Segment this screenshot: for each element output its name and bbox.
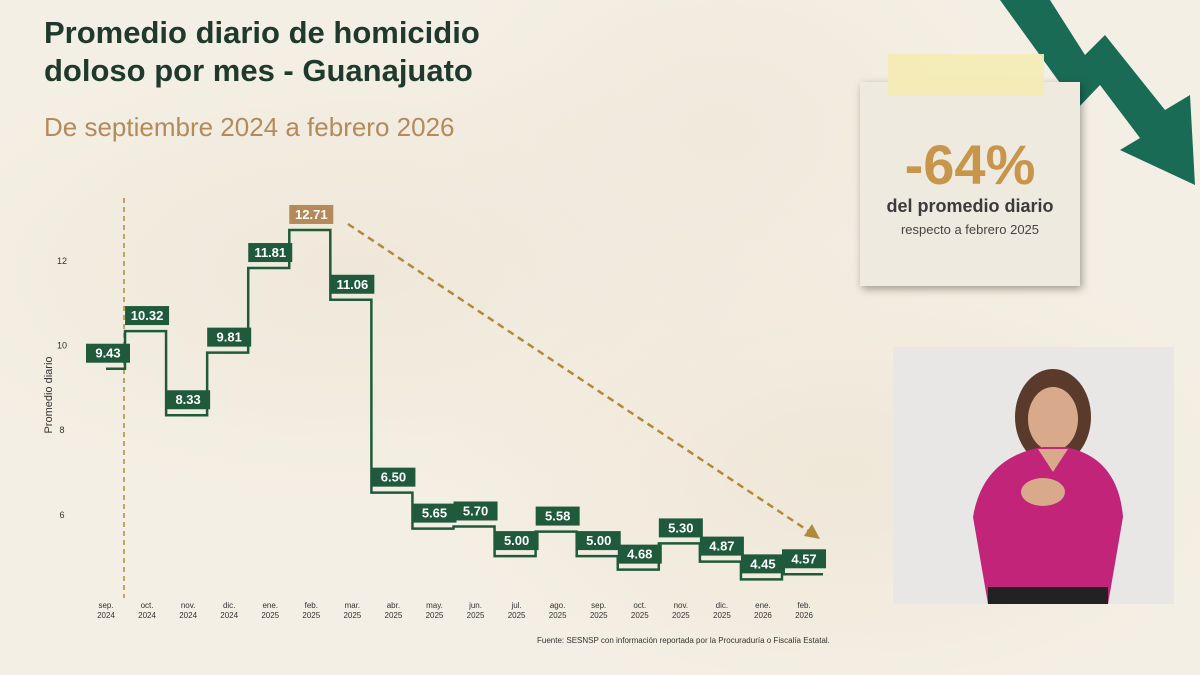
data-label-box: [248, 243, 293, 263]
data-label: 9.43: [95, 346, 120, 361]
data-label: 5.65: [422, 506, 447, 521]
x-tick-month: ago.: [550, 601, 566, 610]
data-label: 9.81: [217, 330, 242, 345]
data-label: 4.45: [750, 556, 775, 571]
trend-arrow-head: [804, 524, 820, 539]
data-label-box: [535, 506, 580, 526]
y-tick-label: 8: [59, 425, 64, 435]
x-tick-year: 2025: [631, 611, 649, 620]
data-label: 10.32: [131, 308, 164, 323]
x-tick-month: feb.: [797, 601, 810, 610]
title-line-1: Promedio diario de homicidio: [44, 15, 480, 50]
data-label-box: [289, 204, 334, 224]
x-tick-month: jul.: [510, 601, 521, 610]
x-tick-year: 2024: [138, 611, 156, 620]
data-label-box: [125, 306, 170, 326]
data-label: 4.68: [627, 547, 652, 562]
x-tick-year: 2025: [508, 611, 526, 620]
data-label-box: [658, 518, 703, 538]
x-tick-year: 2024: [179, 611, 197, 620]
y-axis-label: Promedio diario: [43, 356, 55, 433]
callout-value: -64%: [904, 133, 1036, 196]
x-tick-month: sep.: [591, 601, 606, 610]
x-tick-year: 2025: [672, 611, 690, 620]
x-tick-month: may.: [426, 601, 443, 610]
x-tick-month: ene.: [755, 601, 771, 610]
data-label: 8.33: [175, 392, 200, 407]
x-tick-year: 2025: [343, 611, 361, 620]
data-label-box: [330, 274, 375, 294]
x-tick-year: 2025: [549, 611, 567, 620]
x-tick-year: 2025: [713, 611, 731, 620]
x-tick-month: dic.: [223, 601, 235, 610]
x-tick-year: 2024: [97, 611, 115, 620]
data-label-box: [576, 531, 621, 551]
trend-arrow-line: [347, 222, 811, 534]
data-label: 11.81: [254, 245, 286, 260]
data-label-box: [412, 503, 457, 523]
data-label: 11.06: [336, 277, 368, 292]
source-note: Fuente: SESNSP con información reportada…: [537, 636, 830, 645]
callout-card: -64% del promedio diario respecto a febr…: [860, 82, 1080, 286]
data-label: 12.71: [295, 207, 328, 222]
data-label: 5.58: [545, 509, 570, 524]
x-tick-month: jun.: [468, 601, 482, 610]
data-label: 5.00: [504, 533, 529, 548]
x-tick-month: dic.: [716, 601, 728, 610]
data-label: 6.50: [381, 470, 406, 485]
x-tick-year: 2025: [302, 611, 320, 620]
subtitle: De septiembre 2024 a febrero 2026: [44, 112, 455, 142]
x-tick-month: mar.: [345, 601, 361, 610]
data-label: 5.00: [586, 533, 611, 548]
x-tick-month: ene.: [262, 601, 278, 610]
down-arrow-icon: [1000, 0, 1195, 185]
x-tick-month: sep.: [98, 601, 113, 610]
x-tick-year: 2025: [426, 611, 444, 620]
data-label-box: [494, 531, 539, 551]
x-tick-year: 2026: [795, 611, 813, 620]
data-label-box: [207, 327, 252, 347]
data-label-box: [371, 467, 416, 487]
data-label-box: [617, 544, 662, 564]
data-label: 5.70: [463, 503, 488, 518]
data-label-box: [453, 501, 498, 521]
x-tick-month: oct.: [633, 601, 646, 610]
sign-language-interpreter-video: [893, 347, 1174, 604]
title-line-2: doloso por mes - Guanajuato: [44, 53, 473, 88]
y-tick-label: 10: [57, 341, 67, 351]
callout-line2: respecto a febrero 2025: [900, 222, 1040, 237]
data-label: 4.57: [791, 551, 816, 566]
x-tick-month: oct.: [141, 601, 154, 610]
page-title: Promedio diario de homicidio doloso por m…: [44, 14, 480, 90]
y-tick-label: 12: [57, 256, 67, 266]
data-label-box: [782, 549, 827, 569]
x-tick-month: feb.: [305, 601, 318, 610]
x-tick-month: nov.: [181, 601, 196, 610]
data-label-box: [166, 390, 211, 410]
x-tick-year: 2025: [261, 611, 279, 620]
data-label-box: [740, 554, 785, 574]
x-tick-year: 2024: [220, 611, 238, 620]
data-label-box: [699, 536, 744, 556]
x-tick-year: 2025: [385, 611, 403, 620]
x-tick-month: nov.: [674, 601, 689, 610]
x-tick-year: 2026: [754, 611, 772, 620]
x-tick-year: 2025: [467, 611, 485, 620]
step-line: [106, 228, 824, 581]
data-label: 4.87: [709, 539, 734, 554]
x-tick-year: 2025: [590, 611, 608, 620]
y-tick-label: 6: [59, 510, 64, 520]
callout-line1: del promedio diario: [886, 196, 1054, 216]
x-tick-month: abr.: [387, 601, 400, 610]
data-label-box: [86, 343, 130, 363]
data-label: 5.30: [668, 520, 693, 535]
tape-decoration: [888, 54, 1044, 96]
